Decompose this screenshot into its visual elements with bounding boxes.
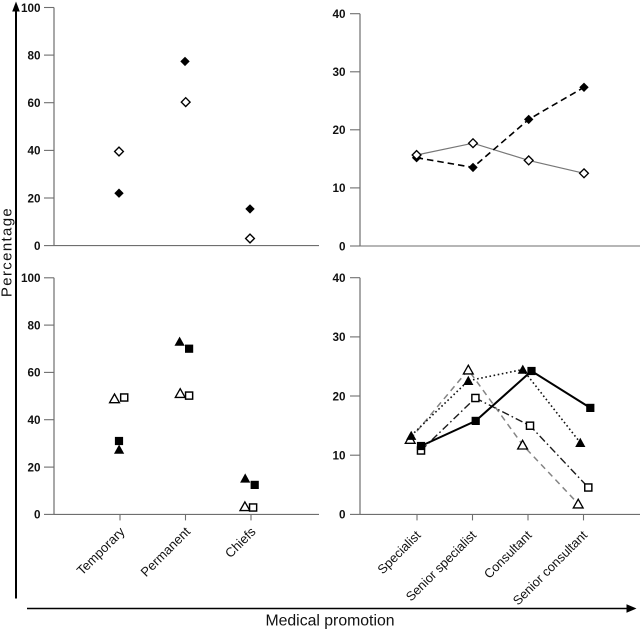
svg-text:100: 100	[21, 2, 41, 15]
svg-text:0: 0	[34, 509, 41, 522]
svg-text:20: 20	[27, 192, 41, 205]
svg-text:30: 30	[332, 66, 346, 79]
svg-text:60: 60	[27, 97, 41, 110]
svg-text:20: 20	[332, 390, 346, 403]
svg-text:40: 40	[332, 8, 346, 21]
svg-text:20: 20	[332, 124, 346, 137]
svg-text:40: 40	[332, 272, 346, 285]
svg-text:40: 40	[27, 414, 41, 427]
svg-text:0: 0	[339, 509, 346, 522]
svg-text:0: 0	[34, 240, 41, 253]
svg-text:10: 10	[332, 182, 346, 195]
svg-text:80: 80	[27, 49, 41, 62]
svg-text:40: 40	[27, 145, 41, 158]
svg-text:Medical promotion: Medical promotion	[265, 612, 394, 629]
svg-text:80: 80	[27, 319, 41, 332]
svg-text:0: 0	[339, 240, 346, 253]
svg-text:10: 10	[332, 450, 346, 463]
svg-text:Percentage: Percentage	[0, 207, 16, 297]
svg-text:60: 60	[27, 367, 41, 380]
svg-text:30: 30	[332, 331, 346, 344]
svg-text:20: 20	[27, 461, 41, 474]
svg-text:100: 100	[21, 272, 41, 285]
